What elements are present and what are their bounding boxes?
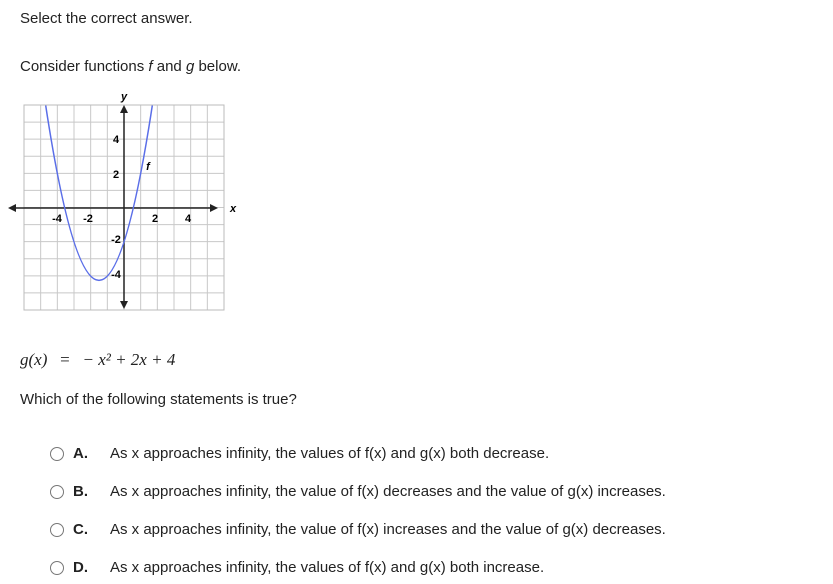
intro-text: and <box>152 58 186 75</box>
equation: g(x) = − x² + 2x + 4 <box>20 350 175 370</box>
intro-var: f <box>148 58 153 75</box>
intro-var: g <box>185 58 195 75</box>
radio-button[interactable] <box>50 447 64 461</box>
curve-label: f <box>146 161 151 173</box>
option-letter: A. <box>73 445 88 462</box>
intro-text: below. <box>194 58 241 75</box>
radio-button[interactable] <box>50 485 64 499</box>
x-axis-label: x <box>229 203 237 215</box>
option-text[interactable]: As x approaches infinity, the values of … <box>110 559 545 576</box>
option-letter: B. <box>73 483 88 500</box>
intro: Consider functions f and g below. <box>20 58 241 75</box>
radio-button[interactable] <box>50 561 64 575</box>
arrow <box>120 301 128 309</box>
option-text[interactable]: As x approaches infinity, the values of … <box>110 445 550 462</box>
graph: y x f -4 -2 2 4 4 2 -2 -4 <box>8 91 237 311</box>
radio-button[interactable] <box>50 523 64 537</box>
arrow <box>210 204 218 212</box>
curve-f <box>44 105 154 281</box>
equation-lhs: g(x) <box>20 350 48 369</box>
option-letter: D. <box>73 559 88 576</box>
option-letter: C. <box>73 521 88 538</box>
y-tick-label: 4 <box>113 134 120 146</box>
arrow <box>8 204 16 212</box>
instruction: Select the correct answer. <box>20 10 193 27</box>
x-tick-label: -2 <box>83 213 93 225</box>
x-tick-label: 2 <box>152 213 158 225</box>
x-tick-label: 4 <box>185 213 192 225</box>
intro-text: Consider functions <box>20 58 149 75</box>
equation-rhs: − x² + 2x + 4 <box>82 350 176 369</box>
x-tick-label: -4 <box>52 213 63 225</box>
y-tick-label: -4 <box>111 269 122 281</box>
y-tick-label: -2 <box>111 234 121 246</box>
question: Which of the following statements is tru… <box>20 391 297 408</box>
y-tick-label: 2 <box>113 169 119 181</box>
option-text[interactable]: As x approaches infinity, the value of f… <box>110 483 666 500</box>
arrow <box>120 105 128 113</box>
y-axis-label: y <box>120 91 128 103</box>
equation-eq: = <box>60 350 70 369</box>
option-text[interactable]: As x approaches infinity, the value of f… <box>110 521 666 538</box>
